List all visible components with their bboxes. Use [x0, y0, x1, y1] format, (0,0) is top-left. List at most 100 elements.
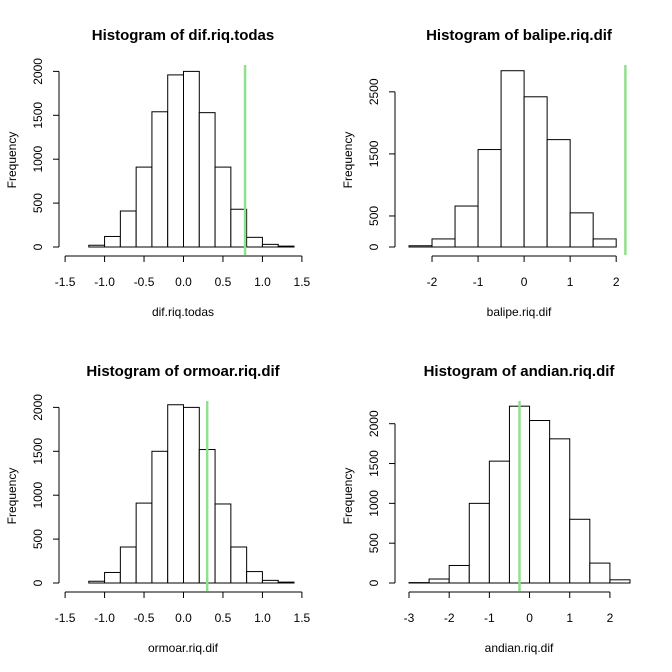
y-axis-label: Frequency	[5, 468, 19, 525]
y-tick-label: 1500	[31, 438, 45, 465]
histogram-bar	[468, 502, 490, 584]
histogram-bar	[151, 111, 169, 248]
y-tick-label: 500	[31, 529, 45, 549]
x-tick-label: 2	[613, 275, 620, 289]
histogram-bar	[500, 70, 525, 248]
histogram-bar	[246, 236, 263, 248]
histogram-bar	[135, 502, 153, 584]
histogram-bar	[277, 245, 295, 248]
x-tick-label: 0.0	[175, 611, 192, 625]
chart-title: Histogram of dif.riq.todas	[92, 27, 275, 44]
chart-title: Histogram of balipe.riq.dif	[426, 27, 613, 44]
x-tick-label: 2	[607, 611, 614, 625]
y-tick-label: 0	[367, 243, 381, 250]
x-tick-label: 0.5	[215, 611, 232, 625]
histogram-panel-ormoar-riq-dif: Histogram of ormoar.riq.dif ormoar.riq.d…	[5, 363, 311, 655]
x-tick-label: 1.0	[254, 611, 271, 625]
y-tick-label: 1000	[31, 146, 45, 173]
chart-title: Histogram of ormoar.riq.dif	[86, 363, 280, 380]
x-axis: -1.5 -1.0 -0.5 0.0 0.5 1.0 1.5	[55, 591, 311, 625]
y-tick-label: 2500	[367, 78, 381, 105]
x-tick-label: -0.5	[134, 611, 155, 625]
histogram-bar	[151, 450, 169, 584]
y-axis-label: Frequency	[341, 468, 355, 525]
y-tick-label: 1500	[367, 140, 381, 167]
histogram-panel-andian-riq-dif: Histogram of andian.riq.dif andian.riq.d…	[341, 363, 631, 655]
histogram-panel-balipe-riq-dif: Histogram of balipe.riq.dif balipe.riq.d…	[341, 27, 627, 319]
histogram-bar	[549, 438, 571, 584]
x-axis: -2 -1 0 1 2	[427, 255, 620, 289]
histogram-bar	[183, 406, 200, 584]
histogram-bar	[431, 238, 456, 248]
histogram-bar	[261, 579, 279, 584]
histogram-bar	[454, 205, 479, 248]
histogram-bar	[428, 578, 450, 584]
x-tick-label: -1.0	[94, 275, 115, 289]
histogram-bar	[119, 546, 137, 584]
x-tick-label: -2	[427, 275, 438, 289]
y-tick-label: 2000	[31, 58, 45, 85]
histogram-bar	[261, 243, 279, 248]
histogram-bar	[135, 166, 153, 248]
histogram-bar	[167, 404, 184, 584]
x-tick-label: 1	[566, 611, 573, 625]
x-tick-label: -1.5	[55, 611, 76, 625]
y-tick-label: 1000	[367, 490, 381, 517]
histogram-bar	[277, 581, 295, 584]
y-tick-label: 500	[367, 533, 381, 553]
x-tick-label: -1.5	[55, 275, 76, 289]
y-tick-label: 1500	[367, 450, 381, 477]
histogram-bar	[104, 571, 121, 584]
x-tick-label: 1.0	[254, 275, 271, 289]
x-tick-label: -2	[444, 611, 455, 625]
y-tick-label: 0	[31, 579, 45, 586]
histogram-bar	[569, 212, 594, 248]
x-axis: -3 -2 -1 0 1 2	[404, 591, 614, 625]
histogram-bar	[183, 70, 200, 248]
y-tick-label: 2000	[31, 394, 45, 421]
y-tick-label: 0	[31, 243, 45, 250]
y-axis: 0 500 1500 2500	[367, 78, 396, 250]
x-axis-label: ormoar.riq.dif	[148, 641, 219, 655]
histogram-bar	[230, 208, 248, 248]
histogram-bar	[104, 235, 121, 248]
y-axis: 0 500 1000 1500 2000	[31, 58, 60, 250]
bars	[88, 404, 295, 584]
x-tick-label: 0	[526, 611, 533, 625]
x-axis: -1.5 -1.0 -0.5 0.0 0.5 1.0 1.5	[55, 255, 311, 289]
x-axis-label: dif.riq.todas	[152, 305, 214, 319]
x-tick-label: 1.5	[294, 275, 311, 289]
histogram-bar	[246, 571, 263, 584]
histogram-bar	[488, 460, 510, 584]
histogram-bar	[592, 238, 617, 248]
histogram-bar	[477, 149, 502, 248]
x-tick-label: -1	[484, 611, 495, 625]
y-axis: 0 500 1000 1500 2000	[31, 394, 60, 586]
histogram-bar	[230, 546, 248, 584]
histogram-bar	[609, 579, 631, 584]
x-tick-label: 0.0	[175, 275, 192, 289]
x-tick-label: -1	[473, 275, 484, 289]
histogram-bar	[214, 503, 232, 584]
histogram-bar	[214, 166, 232, 248]
bars	[88, 70, 295, 248]
x-tick-label: 1	[567, 275, 574, 289]
y-axis-label: Frequency	[5, 132, 19, 189]
x-axis-label: balipe.riq.dif	[487, 305, 552, 319]
histogram-bar	[589, 562, 611, 584]
y-axis-label: Frequency	[341, 132, 355, 189]
x-tick-label: 1.5	[294, 611, 311, 625]
histogram-bar	[408, 245, 433, 248]
x-tick-label: -3	[404, 611, 415, 625]
x-tick-label: -0.5	[134, 275, 155, 289]
x-tick-label: -1.0	[94, 611, 115, 625]
histogram-bar	[88, 244, 106, 248]
histogram-bar	[569, 518, 591, 584]
histogram-bar	[198, 112, 216, 248]
x-tick-label: 0	[521, 275, 528, 289]
y-tick-label: 2000	[367, 410, 381, 437]
histogram-bar	[546, 139, 571, 248]
y-tick-label: 500	[367, 206, 381, 226]
histogram-bar	[119, 210, 137, 248]
